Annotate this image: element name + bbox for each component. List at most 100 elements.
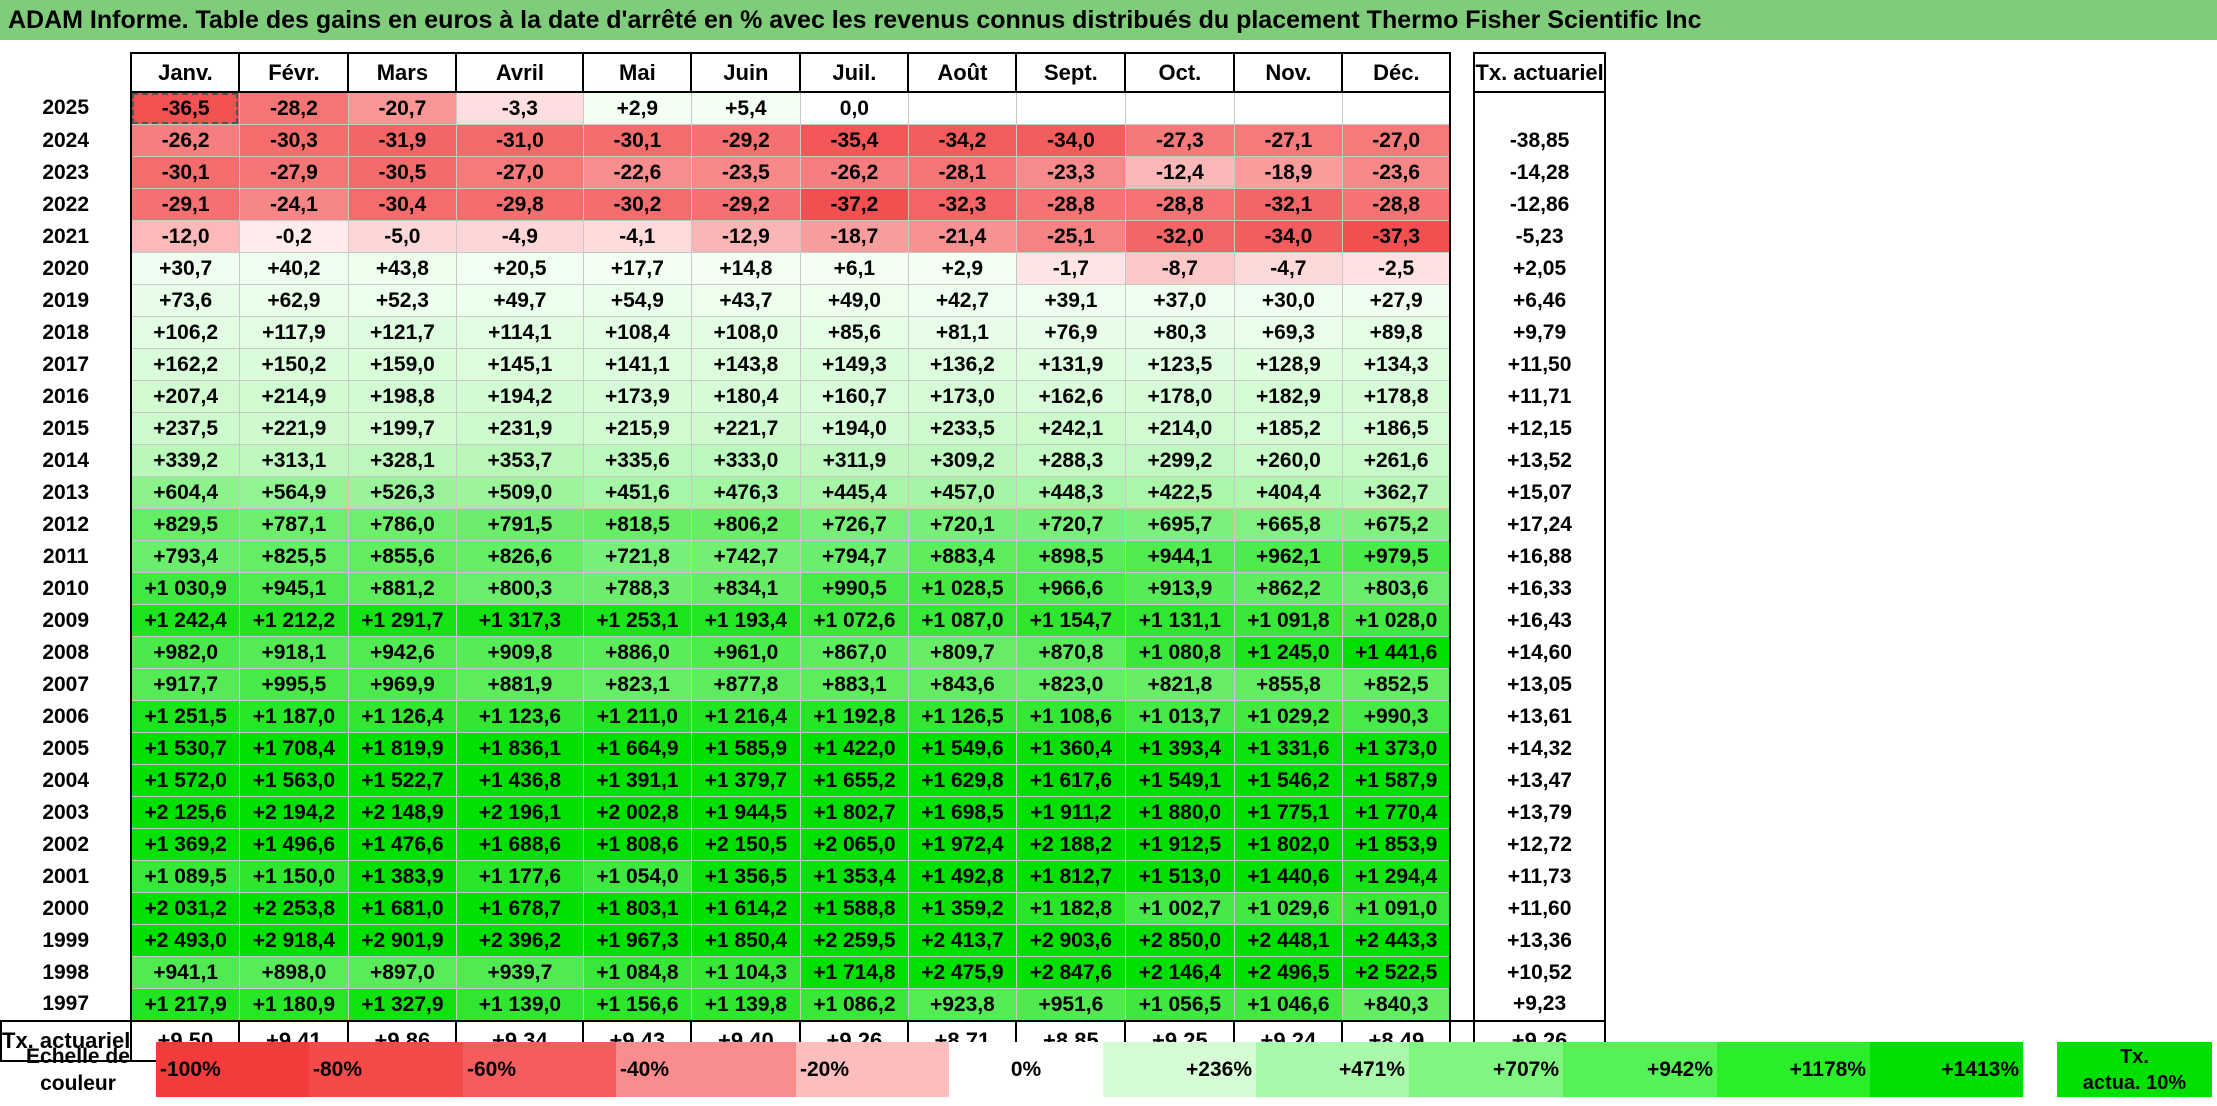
gain-cell: -32,3	[907, 188, 1017, 221]
gain-cell: +2 194,2	[238, 796, 349, 829]
column-gap	[1450, 188, 1475, 221]
gain-cell: +829,5	[130, 508, 240, 541]
table-row: 2003 +2 125,6 +2 194,2 +2 148,9 +2 196,1 +2 0…	[1, 796, 1606, 829]
table-row: 2010 +1 030,9 +945,1 +881,2 +800,3 +788,3 +834…	[1, 572, 1606, 605]
gain-cell: -30,1	[582, 124, 692, 157]
tx-actuariel-cell: +14,60	[1473, 636, 1606, 669]
gain-cell: +178,8	[1341, 380, 1452, 413]
gain-cell: -28,1	[907, 156, 1017, 189]
gain-cell: +2 188,2	[1015, 828, 1126, 861]
year-label: 2018	[42, 320, 90, 344]
tx-actuariel-cell: +13,79	[1473, 796, 1606, 829]
gain-cell: +1 802,0	[1233, 828, 1343, 861]
year-label: 2021	[42, 224, 90, 248]
gain-cell: +182,9	[1233, 380, 1343, 413]
year-label: 2025	[42, 96, 90, 120]
tx-actuariel-cell: +11,50	[1473, 348, 1606, 381]
gain-cell: +1 253,1	[582, 604, 692, 637]
gain-cell: +1 291,7	[347, 604, 457, 637]
gain-cell: -37,3	[1341, 220, 1452, 253]
gain-cell: +49,0	[799, 284, 909, 317]
gain-cell: +30,0	[1233, 284, 1343, 317]
year-label: 2019	[42, 288, 90, 312]
month-header: Nov.	[1233, 52, 1344, 93]
gain-cell: -12,4	[1124, 156, 1235, 189]
column-gap	[1450, 476, 1475, 509]
gain-cell	[1233, 91, 1343, 125]
gain-cell: +821,8	[1124, 668, 1235, 701]
gain-cell: +870,8	[1015, 636, 1126, 669]
month-header: Févr.	[238, 52, 350, 93]
tx-actuariel-cell: +9,79	[1473, 316, 1606, 349]
gain-cell: +721,8	[582, 540, 692, 573]
gain-cell: +2 396,2	[455, 924, 584, 957]
gain-cell: -31,9	[347, 124, 457, 157]
gain-cell: +720,1	[907, 508, 1017, 541]
gain-cell: +1 182,8	[1015, 892, 1126, 925]
month-header: Mai	[582, 52, 693, 93]
gain-cell: +918,1	[238, 636, 349, 669]
gain-cell: +1 587,9	[1341, 764, 1452, 797]
gain-cell: +1 331,6	[1233, 732, 1343, 765]
gain-cell: +840,3	[1341, 988, 1452, 1022]
gain-cell: +1 150,0	[238, 860, 349, 893]
gain-cell: +20,5	[455, 252, 584, 285]
gain-cell: +2 448,1	[1233, 924, 1343, 957]
gain-cell: +404,4	[1233, 476, 1343, 509]
gain-cell: +881,2	[347, 572, 457, 605]
gain-cell: +1 156,6	[582, 988, 692, 1022]
gain-cell: -31,0	[455, 124, 584, 157]
gain-cell: -4,1	[582, 220, 692, 253]
column-gap	[1450, 53, 1475, 92]
gain-cell: +128,9	[1233, 348, 1343, 381]
gain-cell: +1 216,4	[690, 700, 801, 733]
tx-actuariel-cell: +2,05	[1473, 252, 1606, 285]
gain-cell: +106,2	[130, 316, 240, 349]
gain-cell: +1 393,4	[1124, 732, 1235, 765]
gain-cell: +1 108,6	[1015, 700, 1126, 733]
month-header: Janv.	[130, 52, 241, 93]
year-label: 2003	[42, 800, 90, 824]
column-gap	[1450, 92, 1475, 125]
table-row: 2004 +1 572,0 +1 563,0 +1 522,7 +1 436,8 +1 3…	[1, 764, 1606, 797]
month-header: Août	[907, 52, 1018, 93]
gain-cell: +121,7	[347, 316, 457, 349]
scale-label-line1: Echelle de	[26, 1044, 130, 1068]
scale-swatch: +942%	[1563, 1042, 1717, 1097]
gain-cell: +526,3	[347, 476, 457, 509]
gain-cell: +2 903,6	[1015, 924, 1126, 957]
tx-actuariel-cell: +14,32	[1473, 732, 1606, 765]
gain-cell: +1 664,9	[582, 732, 692, 765]
gain-cell: +945,1	[238, 572, 349, 605]
gain-cell: +1 496,6	[238, 828, 349, 861]
scale-swatch: -80%	[309, 1042, 463, 1097]
column-gap	[1450, 956, 1475, 989]
gain-cell: +1 192,8	[799, 700, 909, 733]
tx-actuariel-cell: +6,46	[1473, 284, 1606, 317]
gain-cell: +1 360,4	[1015, 732, 1126, 765]
column-gap	[1450, 412, 1475, 445]
gain-cell: +979,5	[1341, 540, 1452, 573]
gain-cell: +675,2	[1341, 508, 1452, 541]
gain-cell: +2 150,5	[690, 828, 801, 861]
gain-cell: +1 819,9	[347, 732, 457, 765]
column-gap	[1450, 124, 1475, 157]
gain-cell: +199,7	[347, 412, 457, 445]
gain-cell: +1 126,4	[347, 700, 457, 733]
gain-cell: +1 072,6	[799, 604, 909, 637]
gain-cell: +786,0	[347, 508, 457, 541]
tx-actuariel-cell: +16,43	[1473, 604, 1606, 637]
gain-cell: +1 084,8	[582, 956, 692, 989]
tx-actuariel-cell	[1473, 92, 1606, 125]
gain-cell: +2 146,4	[1124, 956, 1235, 989]
gain-cell: +1 029,2	[1233, 700, 1343, 733]
gain-cell: +855,6	[347, 540, 457, 573]
gain-cell: +788,3	[582, 572, 692, 605]
gain-cell: +877,8	[690, 668, 801, 701]
year-label: 2023	[42, 160, 90, 184]
gain-cell: +855,8	[1233, 668, 1343, 701]
gain-cell: +509,0	[455, 476, 584, 509]
gain-cell: +2 443,3	[1341, 924, 1452, 957]
gain-cell: -32,1	[1233, 188, 1343, 221]
gain-cell: +982,0	[130, 636, 240, 669]
